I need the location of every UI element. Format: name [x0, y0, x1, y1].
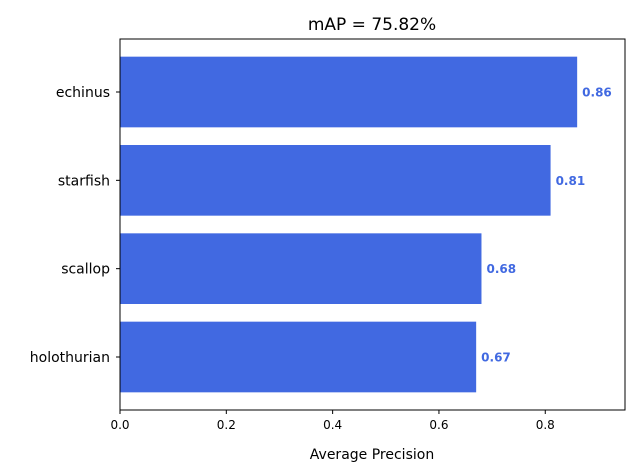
- x-tick-label-1: 0.2: [217, 418, 236, 432]
- category-label-scallop: scallop: [61, 262, 110, 278]
- x-axis-ticks: 0.0 0.2 0.4 0.6 0.8: [110, 410, 555, 432]
- x-tick-label-0: 0.0: [110, 418, 129, 432]
- category-label-holothurian: holothurian: [30, 350, 110, 366]
- bar-starfish: [120, 145, 551, 216]
- bars-group: 0.67 0.68 0.81 0.86: [120, 56, 612, 393]
- y-axis-categories: holothurian scallop starfish echinus: [30, 85, 120, 366]
- value-label-starfish: 0.81: [556, 174, 586, 188]
- category-label-echinus: echinus: [56, 85, 110, 101]
- bar-holothurian: [120, 321, 477, 393]
- category-label-starfish: starfish: [58, 173, 110, 189]
- value-label-scallop: 0.68: [486, 262, 516, 276]
- plot-frame: [119, 38, 626, 411]
- chart-title: mAP = 75.82%: [308, 15, 436, 35]
- x-tick-label-2: 0.4: [323, 418, 342, 432]
- x-tick-label-3: 0.6: [429, 418, 448, 432]
- value-label-holothurian: 0.67: [481, 351, 511, 365]
- bar-scallop: [120, 233, 482, 304]
- x-axis-label: Average Precision: [310, 447, 434, 463]
- x-tick-label-4: 0.8: [536, 418, 555, 432]
- value-label-echinus: 0.86: [582, 86, 612, 100]
- bar-echinus: [120, 56, 578, 128]
